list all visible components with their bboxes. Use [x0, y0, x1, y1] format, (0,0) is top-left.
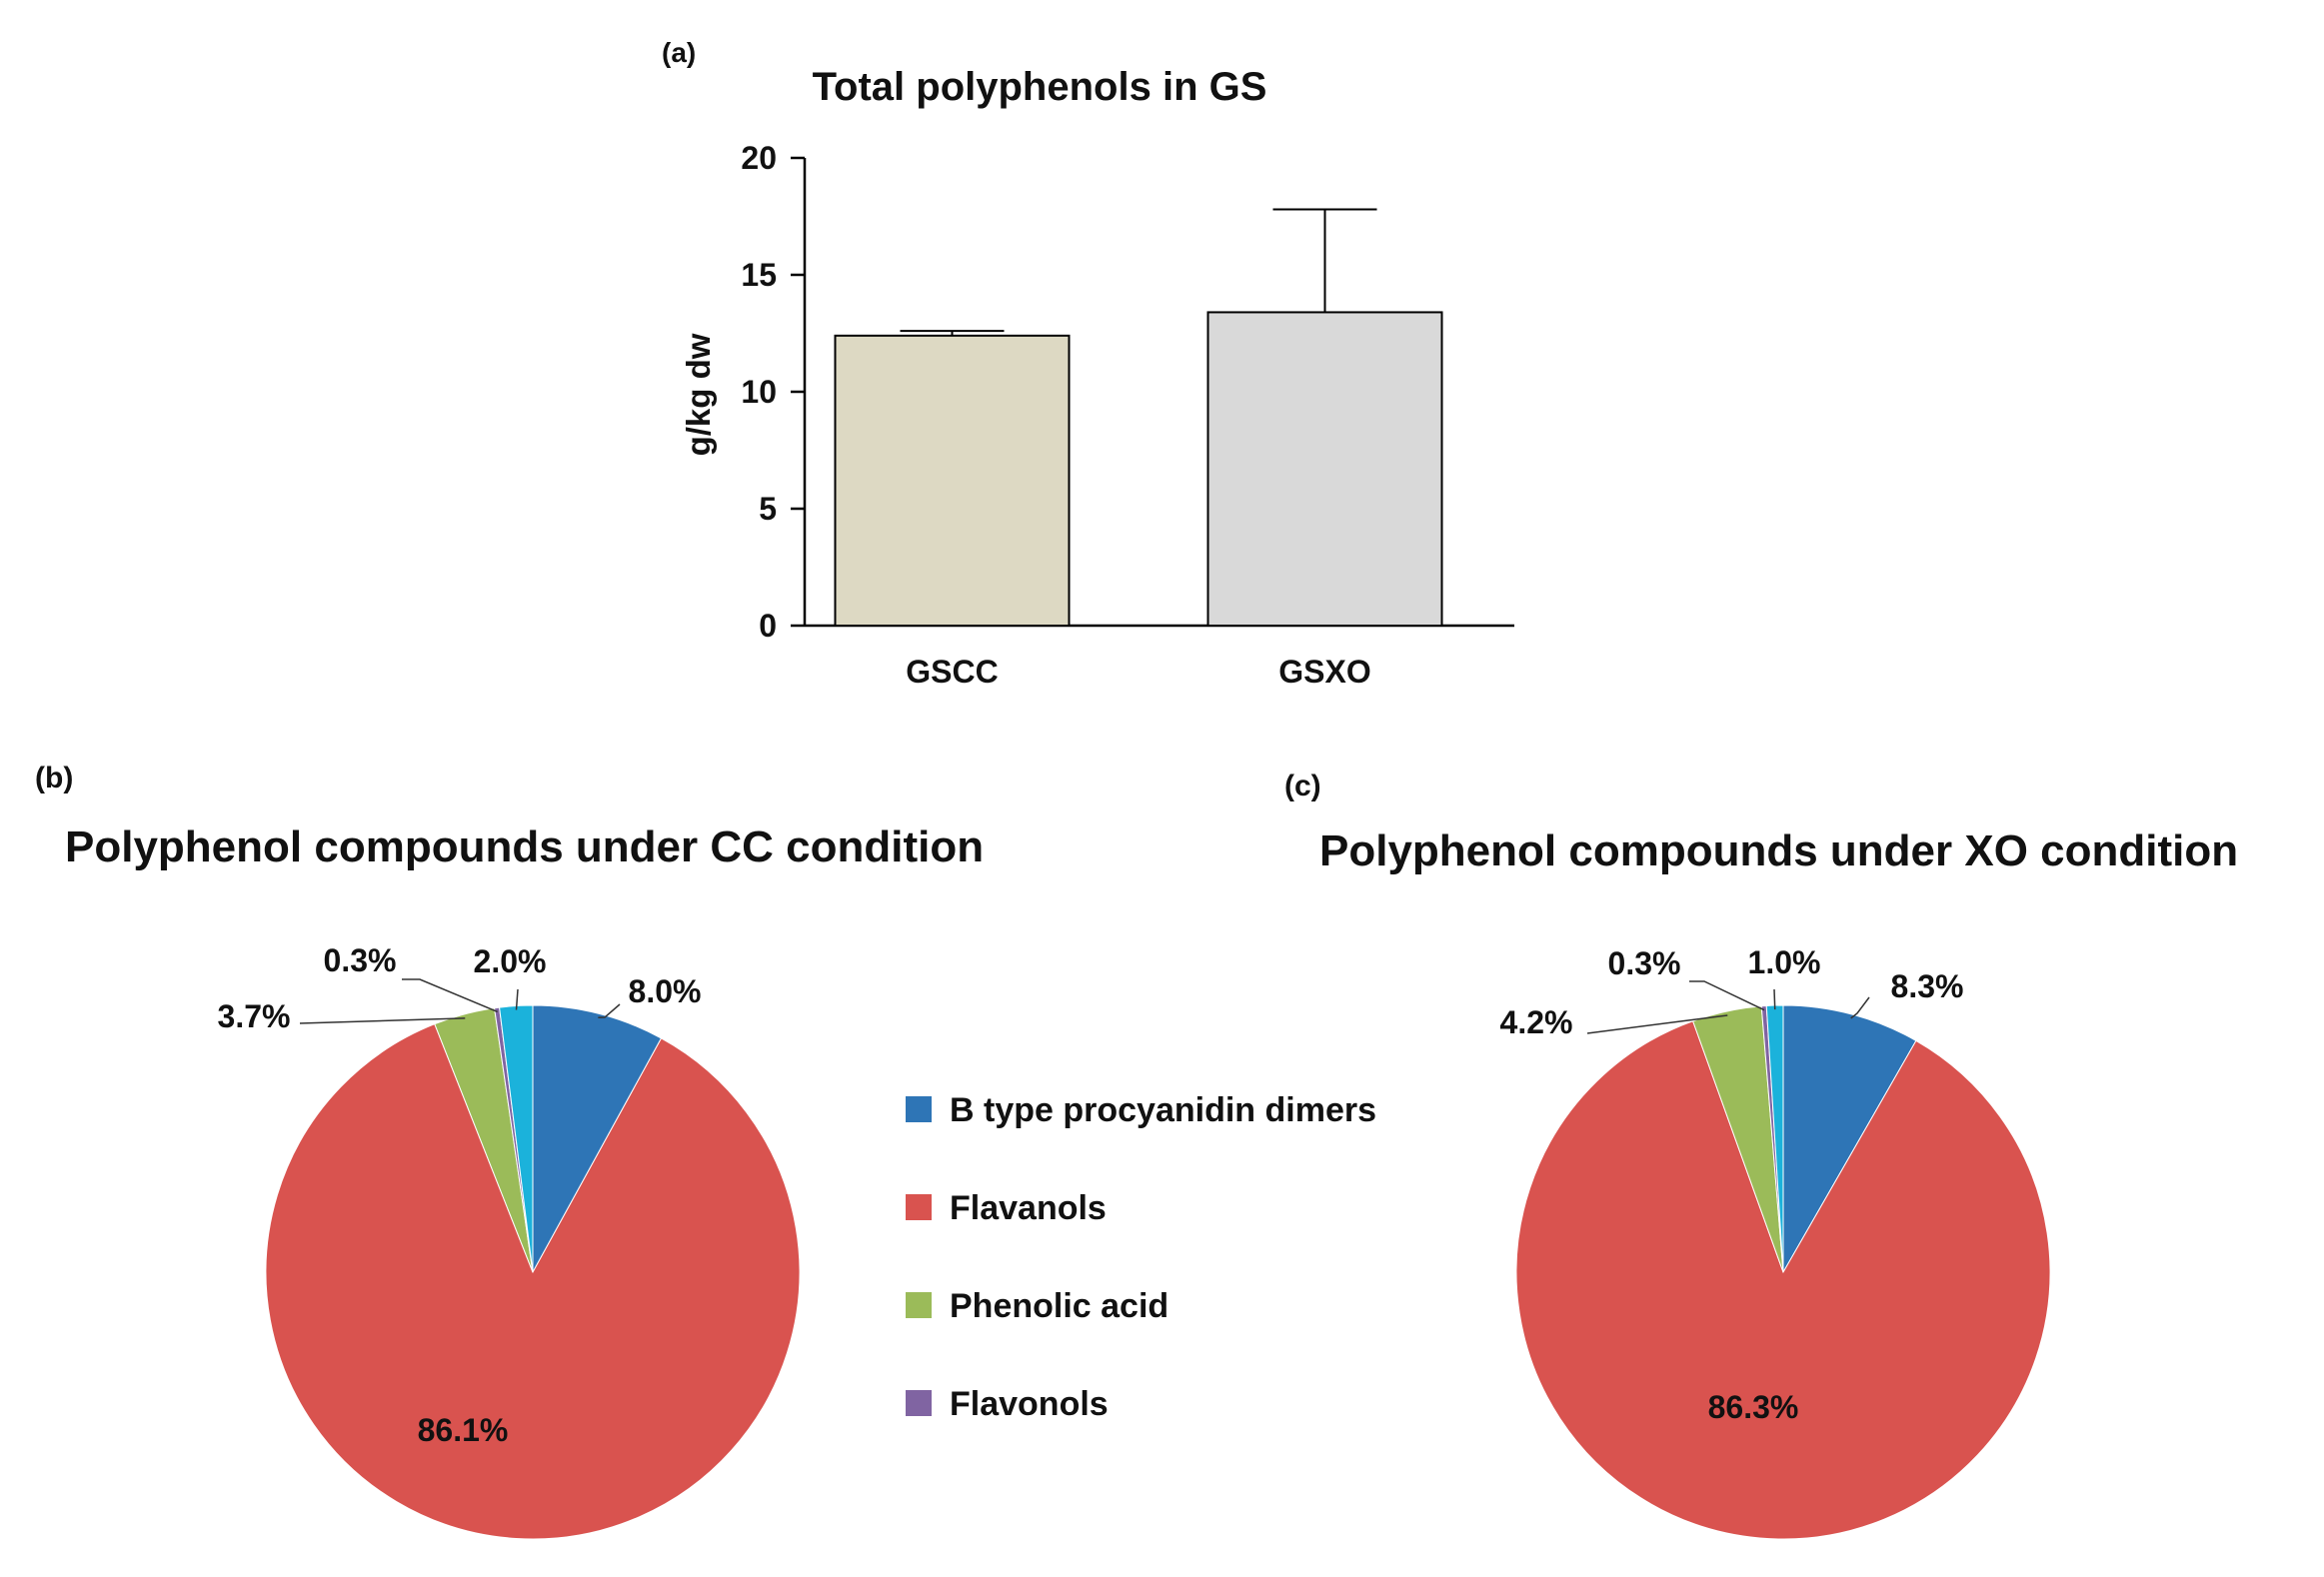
y-tick-label: 10: [741, 374, 777, 410]
pie-slice: [532, 1004, 663, 1273]
leader-line: [515, 988, 519, 1010]
y-tick-label: 15: [741, 257, 777, 293]
pie-cc-title: Polyphenol compounds under CC condition: [65, 822, 984, 871]
panel-b-tag: (b): [35, 762, 73, 794]
legend-label: Flavonols: [950, 1385, 1109, 1423]
panel-c: (c) Polyphenol compounds under XO condit…: [1284, 770, 2238, 1540]
data-label: 8.3%: [1891, 968, 1964, 1004]
leader-line: [1850, 996, 1870, 1019]
bar-chart-title: Total polyphenols in GS: [813, 65, 1267, 109]
data-label: 0.3%: [324, 942, 397, 978]
leader-line: [1689, 980, 1765, 1011]
data-label: 1.0%: [1748, 944, 1821, 980]
pie-slice: [1782, 1004, 1917, 1274]
panel-a: (a) Total polyphenols in GS g/kg dw 0 5 10…: [662, 37, 1514, 690]
legend-swatch: [906, 1096, 932, 1122]
legend-swatch: [906, 1292, 932, 1318]
bar-chart-ylabel: g/kg dw: [680, 333, 717, 456]
leader-line: [1586, 1014, 1728, 1034]
y-tick-label: 5: [759, 491, 777, 527]
leader-line: [598, 1003, 621, 1018]
leader-line: [299, 1017, 466, 1024]
data-label: 4.2%: [1500, 1004, 1573, 1040]
data-label: 0.3%: [1608, 945, 1681, 981]
legend-label: B type procyanidin dimers: [950, 1091, 1376, 1129]
panel-a-tag: (a): [662, 37, 696, 68]
data-label: 86.1%: [418, 1412, 509, 1448]
x-tick-label: GSXO: [1278, 654, 1370, 690]
panel-b: (b) Polyphenol compounds under CC condit…: [35, 762, 984, 1540]
bar-gscc: [834, 334, 1071, 627]
pie-slice: [1515, 1020, 2051, 1540]
pie-xo: 8.3% 86.3% 4.2% 0.3% 1.0%: [1500, 944, 2051, 1540]
legend-label: Flavanols: [950, 1189, 1107, 1227]
leader-line: [402, 978, 498, 1013]
panel-c-tag: (c): [1284, 770, 1321, 802]
bar-gsxo: [1206, 311, 1443, 627]
y-tick-label: 20: [741, 140, 777, 176]
legend-swatch: [906, 1194, 932, 1220]
pie-slice: [265, 1023, 801, 1540]
legend: B type procyanidin dimers Flavanols Phenol…: [906, 1091, 1376, 1423]
legend-label: Phenolic acid: [950, 1287, 1168, 1325]
data-label: 86.3%: [1708, 1389, 1799, 1425]
data-label: 2.0%: [474, 943, 547, 979]
data-label: 8.0%: [629, 973, 702, 1009]
leader-line: [1773, 988, 1776, 1010]
pie-xo-title: Polyphenol compounds under XO condition: [1319, 826, 2238, 875]
data-label: 3.7%: [218, 998, 291, 1034]
pie-cc: 8.0% 86.1% 3.7% 0.3% 2.0%: [218, 942, 801, 1540]
bar-plot-area: 0 5 10 15 20 GSCC GSXO: [741, 140, 1514, 690]
x-tick-label: GSCC: [906, 654, 998, 690]
legend-swatch: [906, 1390, 932, 1416]
y-tick-label: 0: [759, 608, 777, 644]
